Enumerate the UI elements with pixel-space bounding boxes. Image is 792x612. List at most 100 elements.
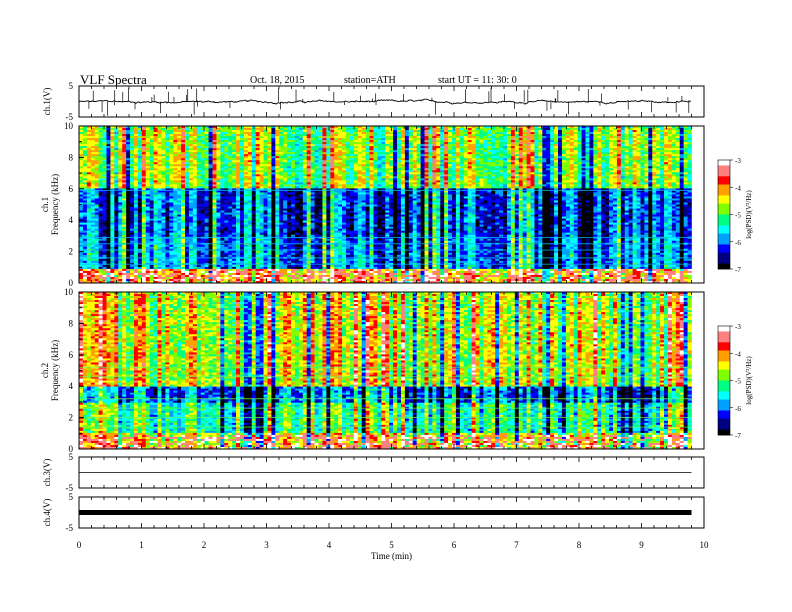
spectrogram-cell [460,134,464,136]
spectrogram-cell [637,130,641,132]
spectrogram-cell [118,134,122,136]
spectrogram-cell [491,140,495,142]
spectrogram-cell [546,134,550,136]
spectrogram-cell [421,144,425,146]
spectrogram-cell [672,134,676,136]
spectrogram-cell [350,148,354,150]
spectrogram-cell [185,138,189,140]
spectrogram-cell [393,148,397,150]
spectrogram-cell [409,134,413,136]
spectrogram-cell [193,146,197,148]
spectrogram-cell [574,146,578,148]
spectrogram-cell [554,138,558,140]
spectrogram-cell [377,132,381,134]
spectrogram-cell [676,150,680,152]
spectrogram-cell [334,132,338,134]
spectrogram-cell [267,138,271,140]
spectrogram-cell [193,134,197,136]
spectrogram-cell [672,132,676,134]
spectrogram-cell [240,144,244,146]
spectrogram-cell [621,130,625,132]
spectrogram-cell [499,148,503,150]
spectrogram-cell [660,150,664,152]
spectrogram-cell [181,148,185,150]
spectrogram-cell [126,134,130,136]
spectrogram-cell [154,134,158,136]
spectrogram-cell [209,134,213,136]
spectrogram-cell [546,140,550,142]
spectrogram-cell [95,152,99,154]
spectrogram-cell [613,144,617,146]
spectrogram-cell [625,144,629,146]
spectrogram-cell [393,128,397,130]
spectrogram-cell [538,142,542,144]
spectrogram-cell [578,136,582,138]
spectrogram-cell [483,136,487,138]
spectrogram-cell [330,132,334,134]
spectrogram-cell [224,132,228,134]
spectrogram-cell [397,142,401,144]
spectrogram-cell [570,150,574,152]
spectrogram-cell [158,144,162,146]
spectrogram-cell [550,150,554,152]
spectrogram-cell [542,144,546,146]
spectrogram-cell [519,144,523,146]
spectrogram-cell [256,144,260,146]
spectrogram-cell [106,130,110,132]
spectrogram-cell [134,148,138,150]
spectrogram-cell [668,134,672,136]
spectrogram-cell [287,148,291,150]
spectrogram-cell [370,150,374,152]
spectrogram-cell [503,148,507,150]
spectrogram-cell [224,138,228,140]
spectrogram-cell [106,144,110,146]
spectrogram-cell [103,128,107,130]
spectrogram-cell [228,140,232,142]
spectrogram-cell [103,146,107,148]
spectrogram-cell [106,138,110,140]
spectrogram-cell [362,130,366,132]
spectrogram-cell [385,128,389,130]
spectrogram-cell [287,150,291,152]
spectrogram-cell [601,130,605,132]
spectrogram-cell [146,142,150,144]
spectrogram-cell [87,146,91,148]
spectrogram-cell [362,132,366,134]
spectrogram-cell [660,138,664,140]
spectrogram-cell [515,148,519,150]
spectrogram-cell [177,136,181,138]
spectrogram-cell [527,148,531,150]
spectrogram-cell [177,134,181,136]
spectrogram-cell [209,130,213,132]
spectrogram-cell [99,136,103,138]
spectrogram-cell [499,132,503,134]
spectrogram-cell [397,148,401,150]
spectrogram-cell [122,132,126,134]
spectrogram-cell [597,146,601,148]
spectrogram-cell [558,146,562,148]
spectrogram-cell [617,140,621,142]
spectrogram-cell [672,130,676,132]
spectrogram-cell [370,128,374,130]
spectrogram-cell [499,136,503,138]
spectrogram-cell [668,132,672,134]
spectrogram-cell [527,134,531,136]
spectrogram-cell [479,144,483,146]
spectrogram-cell [684,134,688,136]
spectrogram-cell [87,150,91,152]
spectrogram-cell [534,136,538,138]
spectrogram-cell [244,132,248,134]
spectrogram-cell [185,132,189,134]
spectrogram-cell [267,142,271,144]
spectrogram-cell [248,136,252,138]
spectrogram-cell [87,130,91,132]
spectrogram-cell [158,130,162,132]
spectrogram-cell [264,132,268,134]
spectrogram-cell [197,146,201,148]
spectrogram-cell [373,148,377,150]
spectrogram-cell [154,130,158,132]
spectrogram-cell [330,140,334,142]
spectrogram-cell [165,136,169,138]
spectrogram-cell [287,138,291,140]
spectrogram-cell [216,136,220,138]
